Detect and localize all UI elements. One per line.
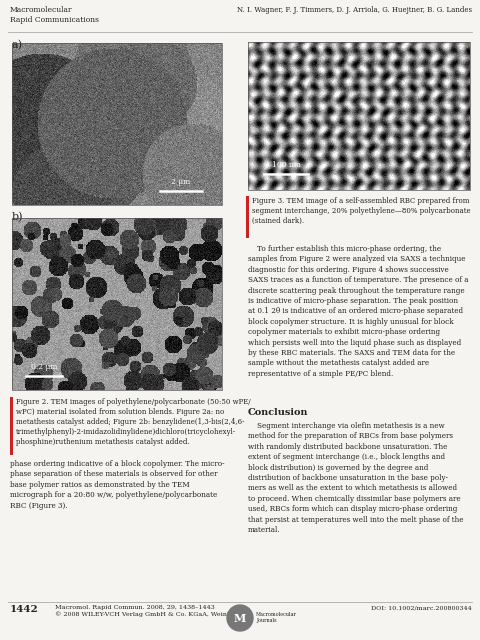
Bar <box>248 42 470 190</box>
Text: To further establish this micro-phase ordering, the
samples from Figure 2 were a: To further establish this micro-phase or… <box>248 245 468 378</box>
Text: 2 μm: 2 μm <box>171 178 191 186</box>
Text: Figure 3. TEM image of a self-assembled RBC prepared from
segment interchange, 2: Figure 3. TEM image of a self-assembled … <box>252 197 470 225</box>
Circle shape <box>227 605 253 631</box>
Text: 0.2 μm: 0.2 μm <box>31 363 57 371</box>
Text: DOI: 10.1002/marc.200800344: DOI: 10.1002/marc.200800344 <box>371 605 472 610</box>
Text: Macromol. Rapid Commun. 2008, 29, 1438–1443
© 2008 WILEY-VCH Verlag GmbH & Co. K: Macromol. Rapid Commun. 2008, 29, 1438–1… <box>55 605 243 618</box>
Text: Macromolecular
Journals: Macromolecular Journals <box>256 612 297 623</box>
Text: N. I. Wagner, F. J. Timmers, D. J. Arriola, G. Huejtner, B. G. Landes: N. I. Wagner, F. J. Timmers, D. J. Arrio… <box>237 6 472 14</box>
Bar <box>12 43 222 205</box>
Text: b): b) <box>12 212 24 222</box>
Text: Figure 2. TEM images of polyethylene/polycarbonate (50:50 wPE/
wPC) material iso: Figure 2. TEM images of polyethylene/pol… <box>16 398 251 447</box>
Text: Segment interchange via olefin metathesis is a new
method for the preparation of: Segment interchange via olefin metathesi… <box>248 422 464 534</box>
Text: Macromolecular
Rapid Communications: Macromolecular Rapid Communications <box>10 6 99 24</box>
Text: 1442: 1442 <box>10 605 39 614</box>
Text: a): a) <box>12 40 23 51</box>
Bar <box>10 397 13 455</box>
Text: M: M <box>234 612 246 623</box>
Text: Conclusion: Conclusion <box>248 408 309 417</box>
Text: phase ordering indicative of a block copolymer. The micro-
phase separation of t: phase ordering indicative of a block cop… <box>10 460 225 509</box>
Bar <box>12 218 222 390</box>
Text: 100 nm: 100 nm <box>272 161 300 169</box>
Bar <box>246 196 249 238</box>
